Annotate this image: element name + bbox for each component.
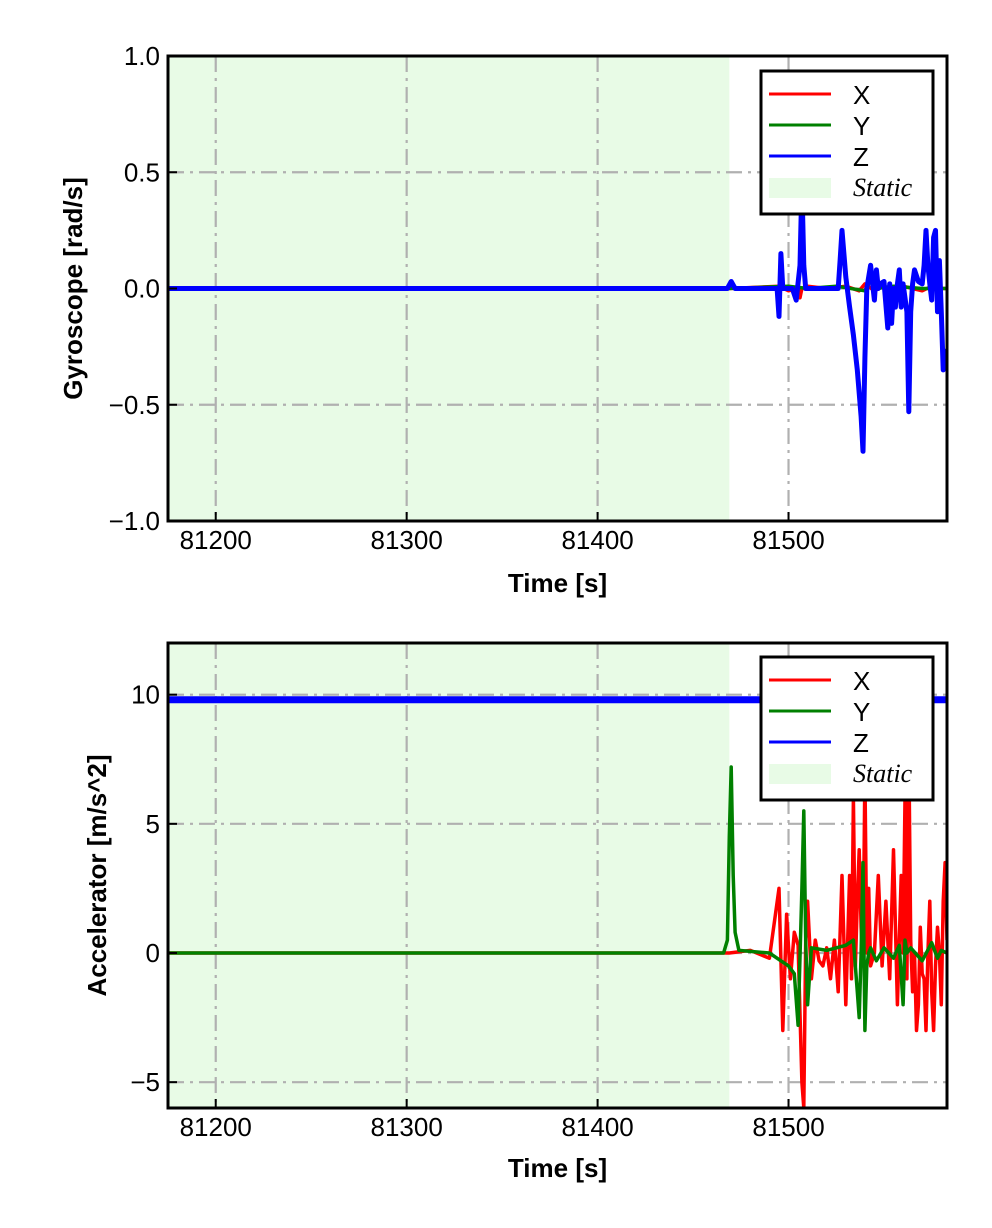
- x-tick-label: 81300: [371, 1112, 443, 1142]
- y-tick-label: 10: [131, 680, 160, 710]
- legend-label-x: X: [853, 80, 870, 110]
- y-tick-label: −1.0: [109, 506, 160, 536]
- legend-label-x: X: [853, 666, 870, 696]
- y-tick-label: 5: [146, 809, 160, 839]
- legend-patch-static: [769, 178, 831, 198]
- x-tick-label: 81500: [752, 525, 824, 555]
- x-tick-label: 81400: [561, 525, 633, 555]
- ticks: 81200 81300 81400 81500 −1.0 −0.5 0.0 0.5 1.0: [109, 41, 825, 555]
- x-tick-label: 81500: [752, 1112, 824, 1142]
- plot-frame: [166, 641, 949, 1110]
- static-region: [168, 643, 730, 1108]
- series-line-y: [168, 765, 947, 1033]
- y-tick-label: 0: [146, 938, 160, 968]
- x-axis-label: Time [s]: [508, 568, 607, 598]
- y-tick-label: −0.5: [109, 390, 160, 420]
- y-tick-label: 0.5: [124, 157, 160, 187]
- legend-label-y: Y: [853, 697, 870, 727]
- legend-label-static: Static: [853, 759, 913, 788]
- x-tick-label: 81200: [180, 1112, 252, 1142]
- x-axis-label: Time [s]: [508, 1153, 607, 1183]
- legend-label-z: Z: [853, 142, 869, 172]
- y-tick-label: −5: [130, 1067, 160, 1097]
- x-tick-label: 81400: [561, 1112, 633, 1142]
- y-tick-label: 1.0: [124, 41, 160, 71]
- ticks: 81200 81300 81400 81500 −5 0 5 10: [130, 680, 824, 1142]
- legend: X Y Z Static: [759, 69, 935, 216]
- legend: X Y Z Static: [759, 655, 935, 802]
- series-line-z: [168, 181, 947, 454]
- y-tick-label: 0.0: [124, 274, 160, 304]
- x-tick-label: 81200: [180, 525, 252, 555]
- legend-patch-static: [769, 764, 831, 784]
- legend-label-static: Static: [853, 173, 913, 202]
- legend-label-z: Z: [853, 728, 869, 758]
- x-tick-label: 81300: [371, 525, 443, 555]
- y-axis-label: Gyroscope [rad/s]: [58, 177, 88, 400]
- y-axis-label: Accelerator [m/s^2]: [82, 754, 112, 996]
- legend-label-y: Y: [853, 111, 870, 141]
- gyroscope-chart: 81200 81300 81400 81500 −1.0 −0.5 0.0 0.5 1.0 Ti…: [58, 41, 949, 598]
- accelerator-chart: 81200 81300 81400 81500 −5 0 5 10 Time [s] Acce…: [82, 641, 949, 1183]
- series-line-x: [168, 744, 947, 1108]
- series-layer: [168, 181, 947, 454]
